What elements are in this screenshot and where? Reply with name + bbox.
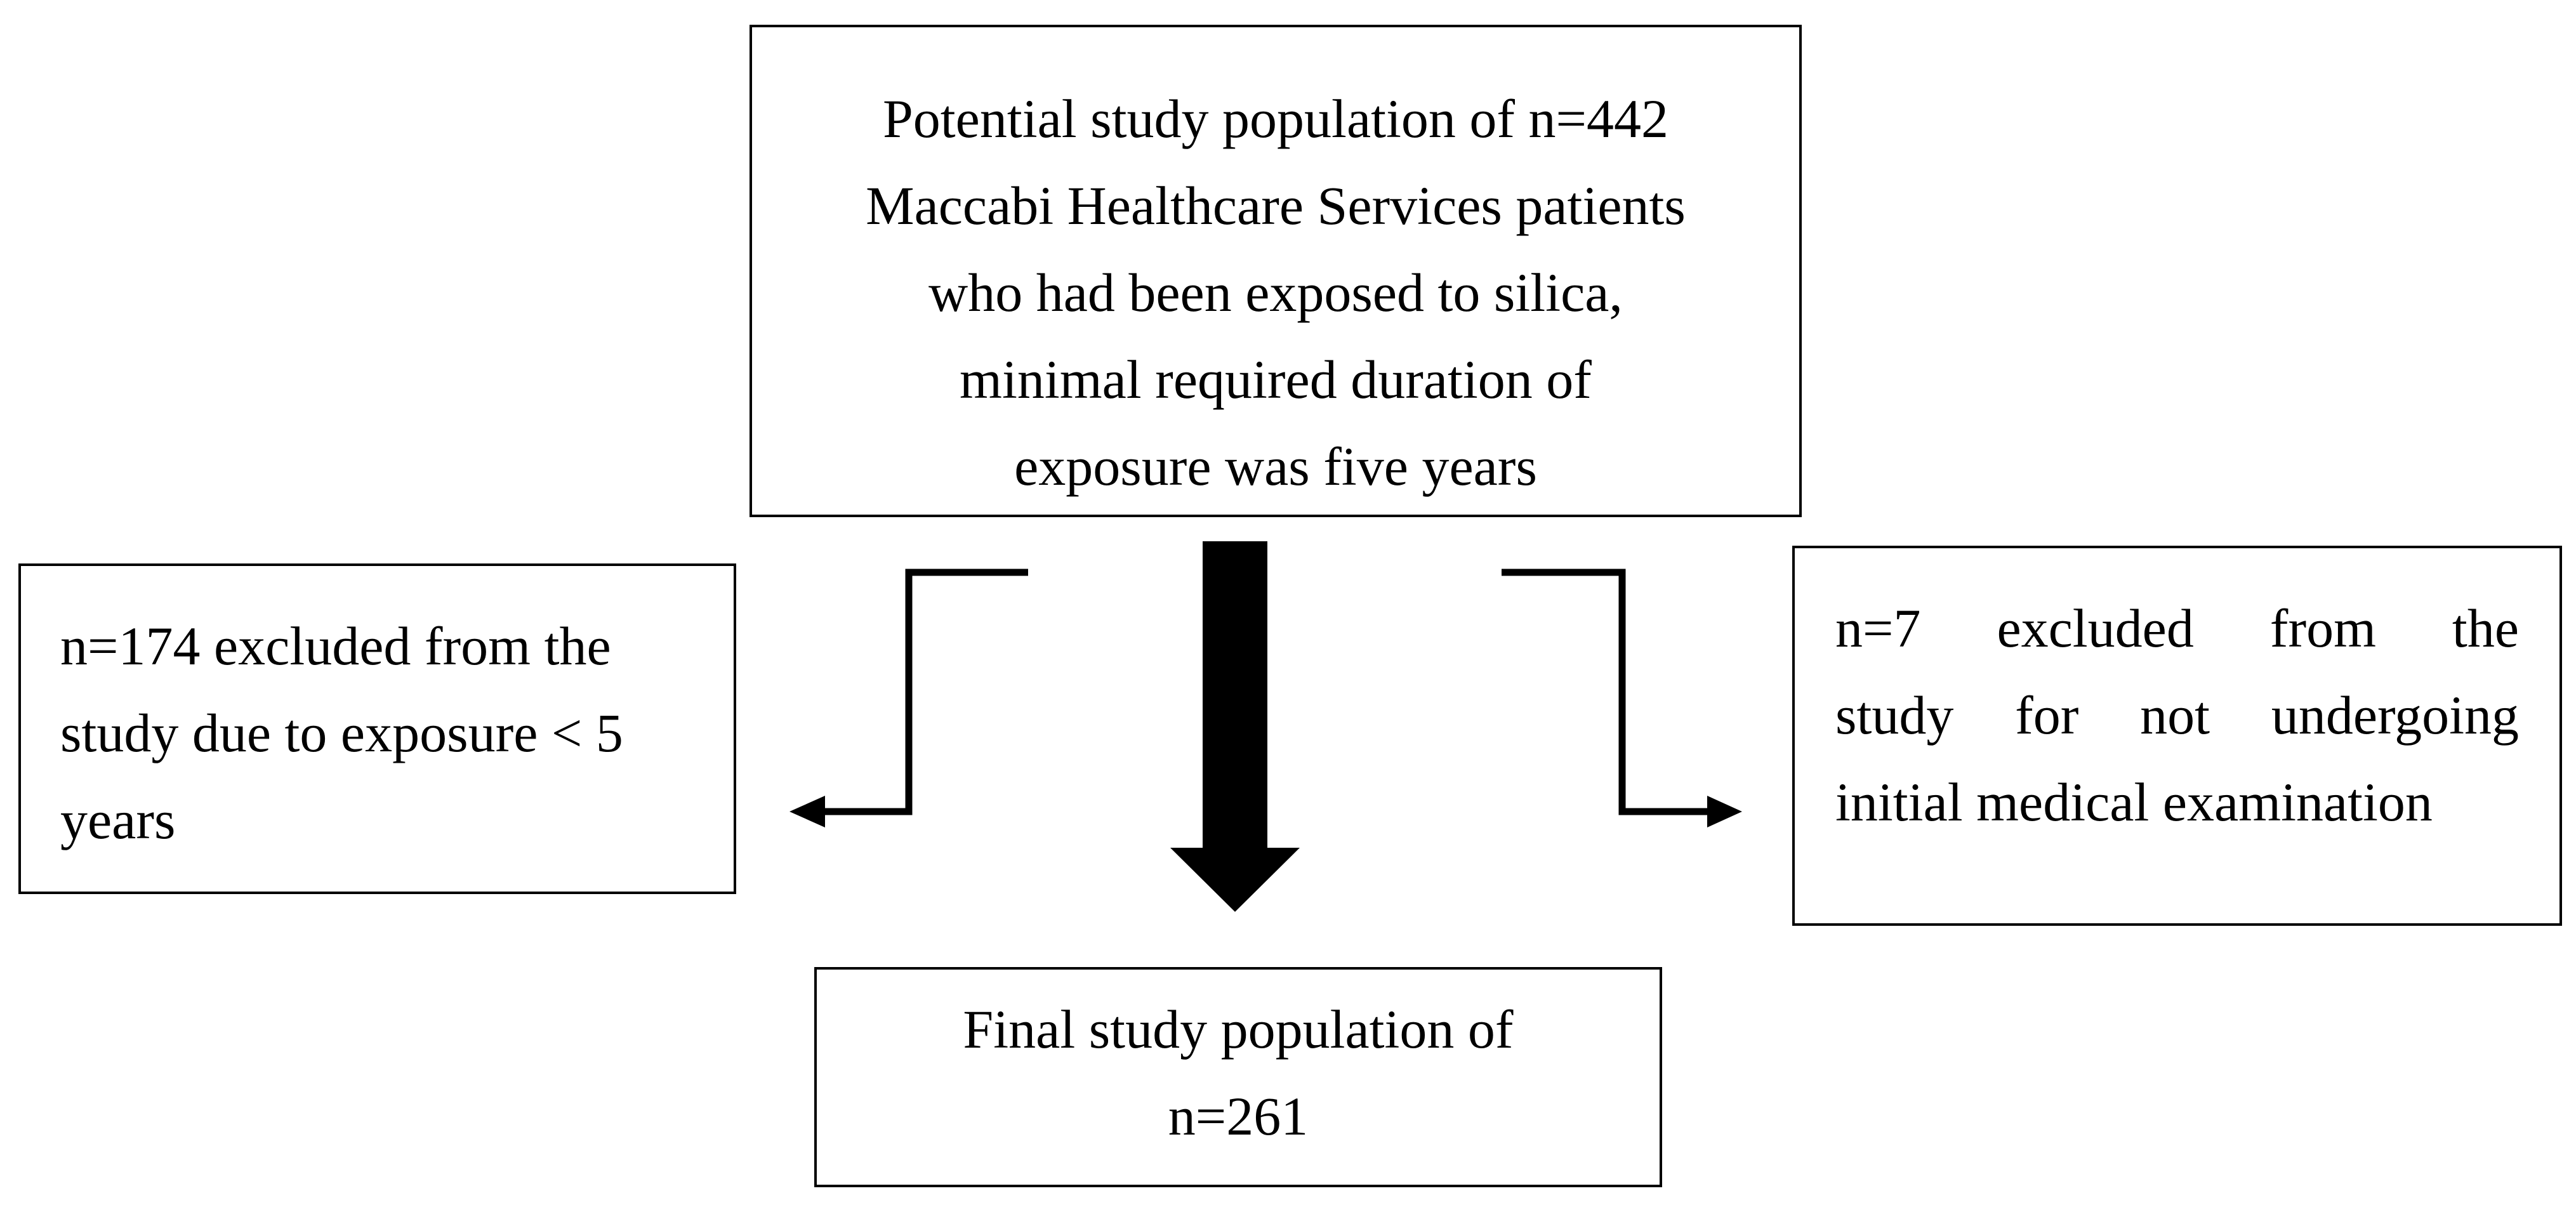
right-box-line: study for not undergoing (1835, 685, 2519, 746)
final-population-box: Final study population of n=261 (814, 967, 1662, 1187)
top-box-line: minimal required duration of (960, 349, 1592, 410)
left-box-line: years (60, 789, 176, 850)
left-arrowhead (789, 796, 825, 827)
top-box-line: Maccabi Healthcare Services patients (866, 175, 1686, 236)
left-box-line: n=174 excluded from the (60, 616, 611, 676)
top-box-line: who had been exposed to silica, (928, 262, 1623, 323)
left-box-line: study due to exposure < 5 (60, 702, 623, 763)
excluded-no-examination-box: n=7 excluded from the study for not unde… (1792, 546, 2562, 926)
right-arrowhead (1707, 796, 1742, 827)
main-flow-arrow-shaft (1203, 541, 1267, 849)
right-exclusion-connector (1502, 569, 1707, 815)
right-box-line: n=7 excluded from the (1835, 598, 2519, 659)
bottom-box-line: Final study population of (963, 999, 1514, 1060)
bottom-box-line: n=261 (1168, 1086, 1309, 1147)
potential-population-box: Potential study population of n=442 Macc… (750, 25, 1802, 517)
left-exclusion-connector (825, 569, 1028, 815)
top-box-line: Potential study population of n=442 (882, 88, 1669, 149)
main-flow-arrowhead (1170, 848, 1300, 912)
excluded-short-exposure-box: n=174 excluded from the study due to exp… (18, 563, 736, 894)
top-box-line: exposure was five years (1014, 436, 1537, 497)
right-box-line: initial medical examination (1835, 772, 2433, 833)
